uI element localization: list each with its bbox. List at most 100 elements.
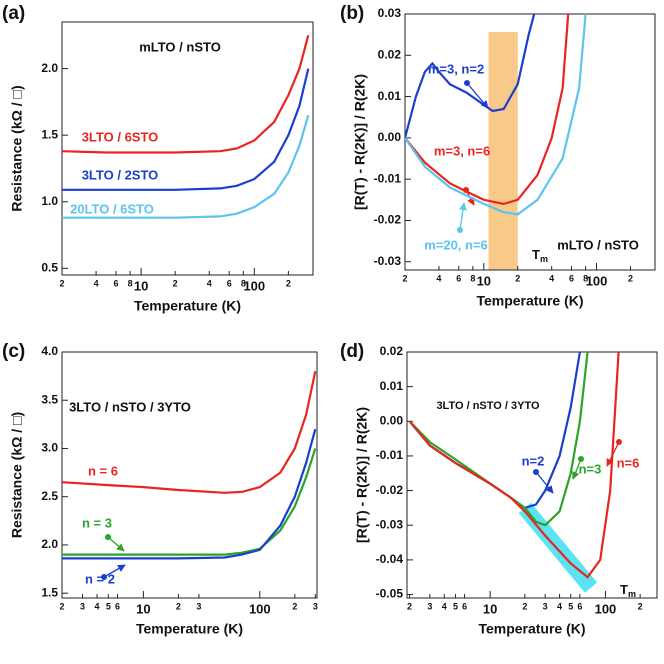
x-tick-label: 6: [227, 278, 232, 288]
y-axis-title: [R(T) - R(2K)] / R(2K): [354, 407, 370, 543]
x-axis-title: Temperature (K): [136, 621, 243, 637]
x-tick-label: 8: [128, 278, 133, 288]
tm-band: [488, 32, 518, 270]
panel-label: (c): [2, 341, 25, 362]
series-label: n=3: [579, 461, 602, 476]
x-tick-label: 2: [173, 278, 178, 288]
panel-label: (d): [340, 341, 364, 362]
x-tick-label: 6: [456, 273, 461, 283]
y-tick-label: -0.03: [376, 517, 404, 531]
x-tick-label: 100: [586, 273, 608, 288]
x-tick-label: 3: [313, 601, 318, 611]
series-label: n=6: [617, 455, 640, 470]
series-line: [62, 428, 317, 560]
series-line: [405, 14, 570, 206]
y-tick-label: 3.0: [41, 441, 58, 455]
x-tick-label: 8: [241, 278, 246, 288]
annotation: mLTO / nSTO: [139, 39, 221, 54]
x-tick-label: 6: [462, 601, 467, 611]
x-tick-label: 2: [628, 273, 633, 283]
x-tick-label: 6: [115, 601, 120, 611]
series-line: [62, 114, 310, 219]
x-tick-label: 6: [577, 601, 582, 611]
series-label: 3LTO / 2STO: [82, 167, 159, 182]
x-tick-label: 2: [286, 278, 291, 288]
y-tick-label: -0.02: [374, 213, 402, 227]
y-axis-title: Resistance (kΩ / □): [9, 412, 25, 538]
arrow: [606, 441, 620, 467]
y-tick-label: -0.04: [376, 552, 404, 566]
y-tick-label: 4.0: [41, 344, 58, 358]
series-label: n = 6: [88, 463, 118, 478]
band-label-main: T: [620, 582, 628, 597]
arrow: [459, 202, 467, 231]
band-label: Tm: [620, 582, 636, 599]
y-tick-label: -0.01: [376, 448, 404, 462]
series-label: m=3, n=6: [434, 143, 490, 158]
x-axis-title: Temperature (K): [478, 621, 585, 637]
arrow: [103, 564, 126, 578]
x-tick-label: 2: [292, 601, 297, 611]
y-tick-label: 0.02: [378, 47, 402, 61]
x-tick-label: 3: [196, 601, 201, 611]
series-label: 20LTO / 6STO: [70, 201, 154, 216]
arrow: [107, 536, 125, 552]
y-tick-label: 0.01: [380, 379, 404, 393]
series-line: [405, 14, 587, 216]
band-label: Tm: [532, 247, 548, 264]
x-tick-label: 2: [522, 601, 527, 611]
y-tick-label: 0.03: [378, 6, 402, 20]
x-tick-label: 2: [638, 601, 643, 611]
panel-label: (a): [2, 3, 25, 24]
arrow: [571, 458, 582, 480]
y-tick-label: -0.02: [376, 483, 404, 497]
band-label-sub: m: [540, 254, 548, 264]
x-tick-label: 8: [470, 273, 475, 283]
plot-frame: [406, 351, 658, 599]
x-tick-label: 4: [436, 273, 441, 283]
y-tick-label: -0.01: [374, 171, 402, 185]
annotation: 3LTO / nSTO / 3YTO: [436, 400, 540, 412]
x-tick-label: 3: [543, 601, 548, 611]
series-line: [408, 352, 589, 527]
y-tick-label: 0.5: [41, 261, 58, 275]
x-tick-label: 10: [483, 601, 497, 616]
panel: (c)2 3 4 5 6 10 2 3 100 2 31.52.02.53.03.54.0Tempe…: [2, 341, 318, 637]
band-label-main: T: [532, 247, 540, 262]
series-line: [62, 448, 317, 556]
series-line: [408, 352, 581, 510]
x-tick-label: 5: [568, 601, 573, 611]
x-tick-label: 5: [453, 601, 458, 611]
y-tick-label: 3.5: [41, 392, 58, 406]
x-tick-label: 3: [427, 601, 432, 611]
x-tick-label: 4: [95, 601, 100, 611]
series-line: [405, 14, 536, 139]
series-label: 3LTO / 6STO: [82, 129, 159, 144]
series-label: n = 3: [82, 515, 112, 530]
y-axis-title: Resistance (kΩ / □): [9, 85, 25, 211]
y-tick-label: 2.0: [41, 61, 58, 75]
x-tick-label: 2: [402, 273, 407, 283]
plot-frame: [61, 21, 314, 276]
y-axis-title: [R(T) - R(2K)] / R(2K): [352, 74, 368, 210]
y-tick-label: -0.05: [376, 587, 404, 601]
arrow: [535, 471, 554, 494]
x-tick-label: 2: [59, 601, 64, 611]
y-tick-label: 1.0: [41, 194, 58, 208]
x-tick-label: 4: [549, 273, 554, 283]
x-tick-label: 2: [407, 601, 412, 611]
x-tick-label: 10: [134, 278, 148, 293]
panel: (d)Tm2 3 4 5 6 10 2 3 4 5 6 100 2-0.05-0.04-0.03-0.0…: [340, 341, 658, 637]
x-tick-label: 10: [477, 273, 491, 288]
y-tick-label: 0.00: [380, 413, 404, 427]
y-tick-label: 2.0: [41, 537, 58, 551]
series-line: [62, 68, 310, 191]
x-tick-label: 2: [515, 273, 520, 283]
x-axis-title: Temperature (K): [134, 298, 241, 314]
x-tick-label: 4: [94, 278, 99, 288]
x-tick-label: 4: [442, 601, 447, 611]
x-tick-label: 5: [106, 601, 111, 611]
series-line: [408, 352, 620, 579]
